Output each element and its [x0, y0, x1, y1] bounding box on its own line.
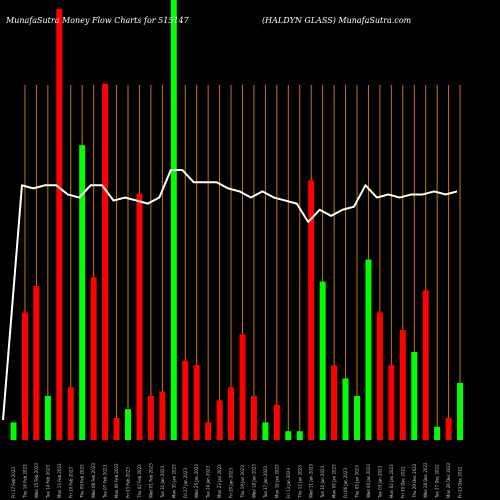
- money-flow-bar: [159, 391, 166, 440]
- x-tick-label: Mon 02 Jan 2023: [389, 464, 394, 498]
- x-tick-label: Thu 16 Feb 2023: [22, 464, 27, 499]
- x-tick-label: Fri 03 Feb 2023: [126, 467, 131, 498]
- money-flow-bars: [10, 0, 464, 441]
- x-tick-label: Tue 14 Feb 2023: [45, 465, 50, 499]
- x-tick-label: Tue 10 Jan 2023: [320, 465, 325, 499]
- money-flow-bar: [125, 409, 131, 440]
- money-flow-bar: [90, 277, 97, 440]
- x-tick-label: Mon 06 Feb 2023: [114, 463, 119, 498]
- money-flow-bar: [273, 404, 280, 440]
- money-flow-bar: [365, 259, 372, 440]
- money-flow-bar: [342, 378, 349, 440]
- x-tick-label: Mon 13 Feb 2023: [57, 463, 62, 498]
- money-flow-bar: [308, 180, 315, 440]
- money-flow-bar: [56, 8, 63, 441]
- money-flow-bar: [285, 431, 292, 440]
- money-flow-bar: [193, 365, 200, 440]
- money-flow-bar: [354, 396, 360, 440]
- x-tick-label: Mon 23 Jan 2023: [217, 464, 222, 498]
- money-flow-bar: [239, 334, 246, 440]
- money-flow-bar: [388, 365, 395, 440]
- x-tick-label: Mon 30 Jan 2023: [171, 464, 176, 498]
- money-flow-bar: [399, 330, 406, 440]
- x-tick-label: Mon 16 Jan 2023: [274, 464, 279, 498]
- x-tick-label: Tue 27 Dec 2022: [435, 464, 440, 499]
- money-flow-bar: [102, 83, 109, 440]
- money-flow-bar: [182, 360, 189, 440]
- money-flow-bar: [228, 387, 235, 440]
- chart-title-right: (HALDYN GLASS) MunafaSutra.com: [262, 16, 412, 25]
- money-flow-bar: [10, 422, 17, 440]
- money-flow-bar: [422, 290, 429, 440]
- money-flow-bar: [216, 400, 223, 440]
- money-flow-bar: [79, 145, 86, 440]
- money-flow-bar: [170, 0, 177, 440]
- x-tick-label: Wed 01 Feb 2023: [148, 463, 153, 498]
- money-flow-bar: [457, 382, 464, 440]
- x-tick-label: Fri 23 Dec 2022: [458, 466, 463, 498]
- x-tick-label: Tue 31 Jan 2023: [160, 465, 165, 499]
- money-flow-bar: [376, 312, 383, 440]
- x-tick-label: Fri 27 Jan 2023: [183, 468, 188, 498]
- x-tick-label: Mon 26 Dec 2022: [446, 462, 451, 498]
- x-tick-label: Thu 29 Dec 2022: [412, 463, 417, 499]
- money-flow-bar: [21, 312, 28, 440]
- money-flow-bar: [296, 431, 303, 440]
- money-flow-bar: [147, 396, 154, 440]
- x-tick-label: Mon 09 Jan 2023: [332, 464, 337, 498]
- chart-title-left: MunafaSutra Money Flow Charts for 515147: [5, 16, 190, 25]
- x-tick-label: Fri 13 Jan 2023: [286, 468, 291, 498]
- x-tick-label: Fri 30 Dec 2022: [400, 466, 405, 498]
- x-tick-label: Fri 06 Jan 2023: [343, 468, 348, 498]
- x-tick-label: Tue 03 Jan 2023: [377, 465, 382, 499]
- money-flow-bar: [434, 426, 441, 440]
- x-tick-label: Wed 15 Feb 2023: [34, 463, 39, 498]
- money-flow-bar: [262, 422, 269, 440]
- x-tick-label: Tue 24 Jan 2023: [206, 465, 211, 499]
- x-tick-label: Thu 05 Jan 2023: [355, 465, 360, 499]
- x-tick-label: Fri 10 Feb 2023: [68, 467, 73, 498]
- x-tick-label: Thu 12 Jan 2023: [297, 465, 302, 499]
- money-flow-bar: [411, 352, 418, 440]
- x-tick-label: Thu 02 Feb 2023: [137, 464, 142, 499]
- x-tick-label: Wed 04 Jan 2023: [366, 464, 371, 498]
- money-flow-bar: [445, 418, 452, 440]
- x-tick-label: Tue 07 Feb 2023: [103, 465, 108, 499]
- x-tick-label: Thu 09 Feb 2023: [80, 464, 85, 499]
- money-flow-bar: [67, 387, 74, 440]
- money-flow-bar: [33, 286, 40, 440]
- money-flow-bar: [44, 396, 51, 440]
- x-tick-label: Wed 08 Feb 2023: [91, 463, 96, 498]
- x-tick-label: Wed 25 Jan 2023: [194, 464, 199, 498]
- x-tick-label: Thu 19 Jan 2023: [240, 465, 245, 499]
- x-axis-labels: Fri 17 Feb 2023 Thu 16 Feb 2023 Wed 15 Feb…: [11, 462, 463, 499]
- money-flow-bar: [319, 281, 326, 440]
- money-flow-bar: [136, 193, 143, 440]
- money-flow-bar: [205, 422, 212, 440]
- x-tick-label: Tue 17 Jan 2023: [263, 465, 268, 499]
- money-flow-bar: [250, 396, 257, 440]
- x-tick-label: Fri 20 Jan 2023: [229, 468, 234, 498]
- price-line: [2, 169, 458, 421]
- x-tick-label: Wed 11 Jan 2023: [309, 464, 314, 498]
- money-flow-bar: [113, 418, 120, 440]
- money-flow-bar: [331, 365, 338, 440]
- x-tick-label: Wed 18 Jan 2023: [251, 464, 256, 498]
- x-tick-label: Fri 17 Feb 2023: [11, 467, 16, 498]
- x-tick-label: Wed 28 Dec 2022: [423, 462, 428, 498]
